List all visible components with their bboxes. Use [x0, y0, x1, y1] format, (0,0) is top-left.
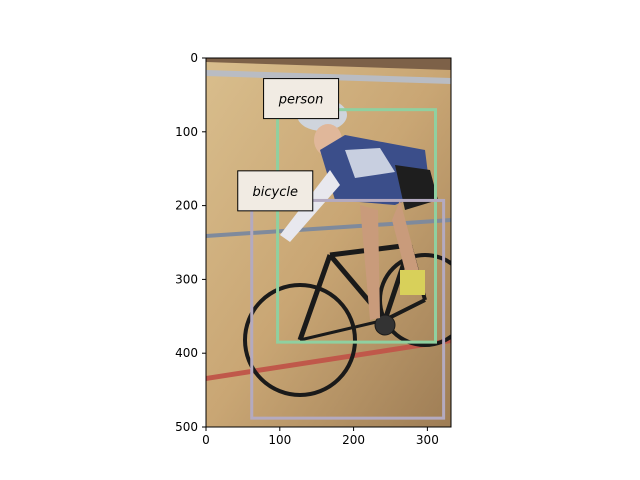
- x-tick-label: 300: [416, 433, 439, 447]
- y-tick-label: 200: [175, 199, 198, 213]
- y-tick-label: 100: [175, 125, 198, 139]
- y-tick-label: 300: [175, 272, 198, 286]
- detection-boxes: person bicycle: [237, 78, 446, 420]
- bbox-label-bicycle: bicycle: [253, 185, 298, 200]
- lane-red: [206, 338, 451, 381]
- bbox-label-person: person: [278, 93, 324, 108]
- x-tick-label: 100: [268, 433, 291, 447]
- bbox-label-bg-bicycle: [237, 170, 314, 212]
- y-tick-label: 0: [190, 51, 198, 65]
- photo: [206, 58, 451, 427]
- bbox-label-bg-person: [263, 78, 340, 120]
- x-tick-label: 0: [202, 433, 210, 447]
- y-tick-label: 400: [175, 346, 198, 360]
- lane-gray: [206, 70, 451, 84]
- bbox-person: [276, 108, 438, 344]
- cyclist-shape: [280, 99, 438, 320]
- lane-blue: [206, 218, 451, 238]
- x-tick-label: 200: [342, 433, 365, 447]
- y-tick-label: 500: [175, 420, 198, 434]
- x-axis-ticks: 0 100 200 300: [202, 427, 439, 447]
- axes-frame: [205, 57, 452, 428]
- track-wall: [206, 58, 451, 70]
- y-axis-ticks: 0 100 200 300 400 500: [175, 51, 206, 434]
- bbox-bicycle: [250, 198, 446, 420]
